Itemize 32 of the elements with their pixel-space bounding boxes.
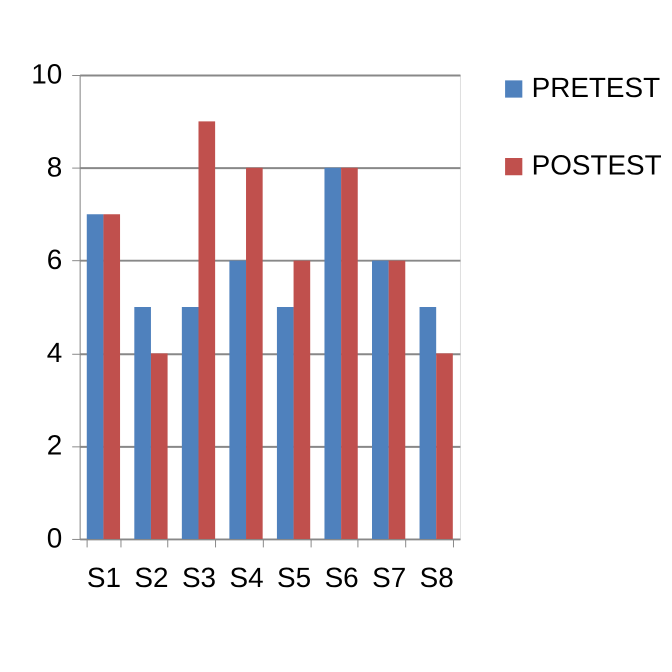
x-tick-label: S8 [420,562,454,594]
x-tick-label: S6 [324,562,359,594]
bar [420,306,436,539]
legend-label: POSTEST [532,150,662,181]
y-tick-label: 4 [46,336,62,368]
bar [276,306,294,539]
x-tick-label: S7 [372,562,406,594]
bar [372,260,389,539]
bar [324,168,342,539]
bar [86,214,104,539]
bar [150,353,168,539]
bar [198,121,216,539]
legend-label: PRETEST [532,72,660,103]
bar [388,260,406,539]
bar [294,260,310,539]
y-tick-label: 10 [31,58,62,90]
y-tick-label: 0 [46,522,62,554]
x-tick-label: S2 [134,562,168,594]
bar [103,214,120,539]
bar [246,168,263,539]
bar [341,168,358,539]
x-tick-label: S4 [229,562,264,594]
x-tick-label: S5 [277,562,312,594]
bar [182,306,198,539]
x-tick-label: S1 [86,562,121,594]
bar [436,353,453,539]
y-tick-label: 6 [46,244,62,276]
y-tick-label: 2 [46,430,62,461]
bar [134,306,151,539]
y-tick-label: 8 [46,151,62,182]
bar [229,260,246,539]
x-tick-label: S3 [182,562,216,594]
